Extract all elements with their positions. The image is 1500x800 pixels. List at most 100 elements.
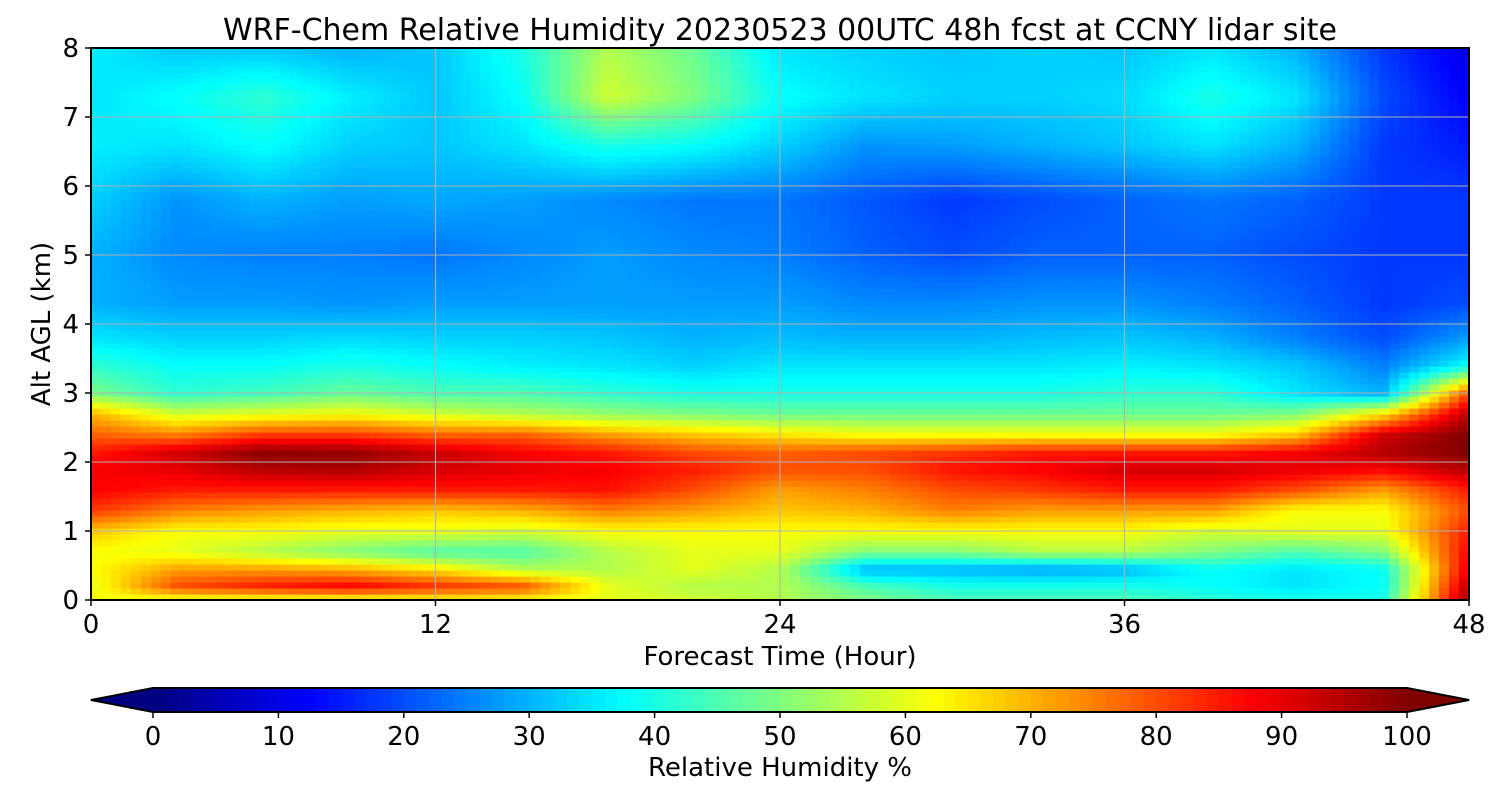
heatmap-cell	[829, 540, 841, 547]
heatmap-cell	[160, 420, 172, 427]
heatmap-cell	[879, 474, 891, 481]
heatmap-cell	[1389, 516, 1400, 523]
heatmap-cell	[1359, 408, 1370, 415]
heatmap-cell	[1229, 456, 1240, 463]
heatmap-cell	[1029, 480, 1041, 487]
heatmap-cell	[819, 540, 831, 547]
heatmap-cell	[330, 426, 342, 433]
heatmap-cell	[1349, 396, 1360, 403]
heatmap-cell	[1419, 534, 1430, 541]
heatmap-cell	[1049, 396, 1061, 403]
heatmap-cell	[1289, 438, 1300, 445]
heatmap-cell	[710, 564, 721, 571]
heatmap-cell	[250, 558, 262, 565]
heatmap-cell	[570, 486, 581, 493]
heatmap-cell	[859, 594, 871, 601]
heatmap-cell	[999, 462, 1011, 469]
heatmap-cell	[1389, 408, 1400, 415]
heatmap-cell	[1349, 420, 1360, 427]
heatmap-cell	[660, 576, 671, 583]
heatmap-cell	[130, 450, 142, 457]
heatmap-cell	[1029, 468, 1041, 475]
heatmap-cell	[1069, 522, 1081, 529]
heatmap-cell	[1279, 474, 1290, 481]
heatmap-cell	[1379, 426, 1390, 433]
heatmap-cell	[1339, 504, 1350, 511]
heatmap-cell	[1329, 522, 1340, 529]
heatmap-cell	[100, 534, 112, 541]
heatmap-cell	[879, 516, 891, 523]
heatmap-cell	[1459, 534, 1470, 541]
heatmap-cell	[919, 588, 931, 595]
heatmap-cell	[460, 582, 472, 589]
heatmap-cell	[510, 474, 521, 481]
heatmap-cell	[979, 576, 991, 583]
heatmap-cell	[999, 414, 1011, 421]
heatmap-cell	[1419, 432, 1430, 439]
heatmap-cell	[869, 546, 881, 553]
heatmap-cell	[640, 504, 651, 511]
heatmap-cell	[620, 438, 631, 445]
heatmap-cell	[809, 570, 821, 577]
heatmap-cell	[929, 570, 941, 577]
heatmap-cell	[959, 510, 971, 517]
heatmap-cell	[799, 558, 811, 565]
heatmap-cell	[230, 384, 242, 391]
heatmap-cell	[610, 396, 621, 403]
heatmap-cell	[1129, 594, 1141, 601]
heatmap-cell	[490, 558, 502, 565]
heatmap-cell	[1279, 564, 1290, 571]
heatmap-cell	[909, 594, 921, 601]
heatmap-cell	[770, 594, 781, 601]
heatmap-cell	[1109, 516, 1121, 523]
heatmap-cell	[140, 444, 152, 451]
heatmap-cell	[710, 444, 721, 451]
heatmap-cell	[780, 594, 791, 601]
heatmap-cell	[1299, 384, 1310, 391]
heatmap-cell	[240, 414, 252, 421]
heatmap-cell	[1209, 408, 1220, 415]
heatmap-cell	[1109, 468, 1121, 475]
heatmap-cell	[100, 450, 112, 457]
heatmap-cell	[470, 468, 482, 475]
heatmap-cell	[750, 420, 761, 427]
heatmap-cell	[1369, 486, 1380, 493]
heatmap-cell	[770, 564, 781, 571]
heatmap-cell	[1059, 540, 1071, 547]
heatmap-cell	[1059, 522, 1071, 529]
heatmap-cell	[1109, 558, 1121, 565]
heatmap-cell	[420, 420, 432, 427]
heatmap-cell	[500, 468, 511, 475]
heatmap-cell	[370, 558, 382, 565]
heatmap-cell	[140, 384, 152, 391]
heatmap-cell	[849, 450, 861, 457]
heatmap-cell	[1249, 462, 1260, 469]
heatmap-cell	[1339, 480, 1350, 487]
heatmap-cell	[1079, 480, 1091, 487]
heatmap-cell	[300, 498, 312, 505]
heatmap-cell	[829, 402, 841, 409]
heatmap-cell	[550, 534, 561, 541]
heatmap-cell	[280, 588, 292, 595]
heatmap-cell	[1269, 456, 1280, 463]
heatmap-cell	[809, 588, 821, 595]
heatmap-cell	[190, 540, 202, 547]
heatmap-cell	[1439, 432, 1450, 439]
heatmap-cell	[220, 594, 232, 601]
heatmap-cell	[849, 576, 861, 583]
heatmap-cell	[500, 450, 511, 457]
heatmap-cell	[829, 504, 841, 511]
heatmap-cell	[340, 396, 352, 403]
heatmap-cell	[470, 396, 482, 403]
heatmap-cell	[160, 534, 172, 541]
heatmap-cell	[1439, 444, 1450, 451]
heatmap-cell	[909, 510, 921, 517]
heatmap-cell	[1129, 420, 1141, 427]
heatmap-cell	[829, 468, 841, 475]
heatmap-cell	[570, 408, 581, 415]
heatmap-cell	[1249, 396, 1260, 403]
heatmap-cell	[819, 498, 831, 505]
heatmap-cell	[230, 504, 242, 511]
heatmap-cell	[330, 492, 342, 499]
heatmap-cell	[1319, 564, 1330, 571]
